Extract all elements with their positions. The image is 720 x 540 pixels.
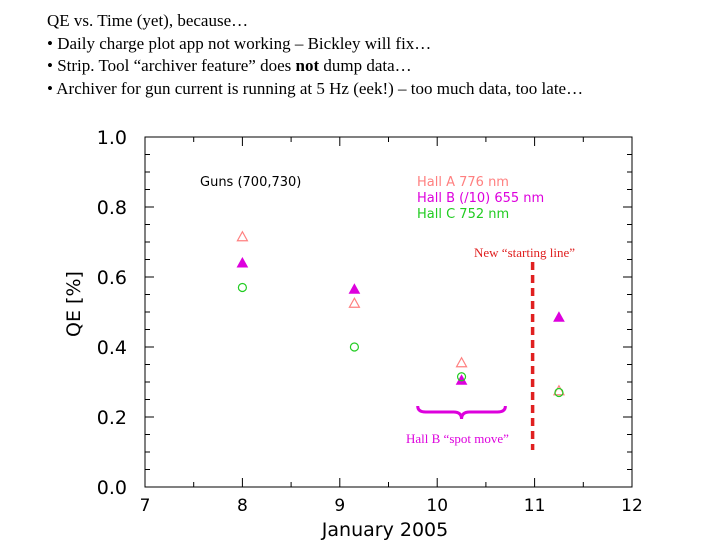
data-point-hall-c bbox=[456, 372, 467, 382]
legend-entry: Hall C 752 nm bbox=[417, 207, 509, 222]
slide-line: • Daily charge plot app not working – Bi… bbox=[47, 33, 717, 56]
slide-line: QE vs. Time (yet), because… bbox=[47, 10, 717, 33]
x-tick-label: 7 bbox=[140, 496, 151, 516]
y-tick-label: 0.8 bbox=[97, 197, 127, 219]
data-point-hall-b bbox=[553, 311, 565, 322]
data-point-hall-a bbox=[455, 356, 468, 368]
x-tick-label: 8 bbox=[237, 496, 248, 516]
data-point-hall-c bbox=[349, 342, 360, 352]
legend-entry: Hall A 776 nm bbox=[417, 175, 509, 190]
spot-move-label-bg bbox=[402, 428, 520, 448]
data-point-hall-c bbox=[554, 387, 564, 398]
data-point-hall-b bbox=[236, 256, 249, 268]
x-tick-label: 12 bbox=[621, 496, 643, 516]
y-tick-label: 0.0 bbox=[97, 477, 127, 499]
data-point-hall-a bbox=[552, 384, 565, 396]
spot-move-label: Hall B “spot move” bbox=[406, 431, 509, 446]
legend-entry: Hall B (/10) 655 nm bbox=[417, 191, 544, 206]
y-tick-label: 1.0 bbox=[97, 127, 127, 149]
slide-line: • Archiver for gun current is running at… bbox=[47, 78, 717, 101]
slide-line-text: dump data… bbox=[319, 56, 412, 75]
data-point-hall-b bbox=[348, 283, 361, 294]
slide-line-text: • Daily charge plot app not working – Bi… bbox=[47, 33, 432, 53]
slide-line-text: QE vs. Time (yet), because… bbox=[47, 11, 249, 30]
y-tick-label: 0.6 bbox=[97, 267, 127, 289]
x-tick-label: 9 bbox=[334, 496, 345, 516]
data-point-hall-a bbox=[236, 230, 249, 242]
x-axis-label: January 2005 bbox=[321, 519, 448, 540]
slide-line: • Strip. Tool “archiver feature” does no… bbox=[47, 55, 717, 78]
starting-line-label: New “starting line” bbox=[474, 245, 575, 260]
slide-line-text: • Strip. Tool “archiver feature” does bbox=[47, 56, 296, 75]
y-axis-label: QE [%] bbox=[63, 271, 85, 337]
starting-line-label-bg bbox=[470, 242, 582, 262]
spot-move-brace bbox=[416, 405, 507, 420]
y-tick-label: 0.2 bbox=[97, 407, 127, 429]
slide-line-text: • Archiver for gun current is running at… bbox=[47, 78, 584, 98]
emphasis-text: not bbox=[295, 56, 320, 75]
y-tick-label: 0.4 bbox=[97, 337, 127, 359]
slide-text: QE vs. Time (yet), because… • Daily charg… bbox=[47, 10, 717, 100]
data-point-hall-c bbox=[237, 282, 247, 293]
x-tick-label: 11 bbox=[524, 496, 546, 516]
data-point-hall-a bbox=[348, 297, 361, 308]
guns-annotation: Guns (700,730) bbox=[200, 175, 301, 190]
x-tick-label: 10 bbox=[426, 496, 448, 516]
